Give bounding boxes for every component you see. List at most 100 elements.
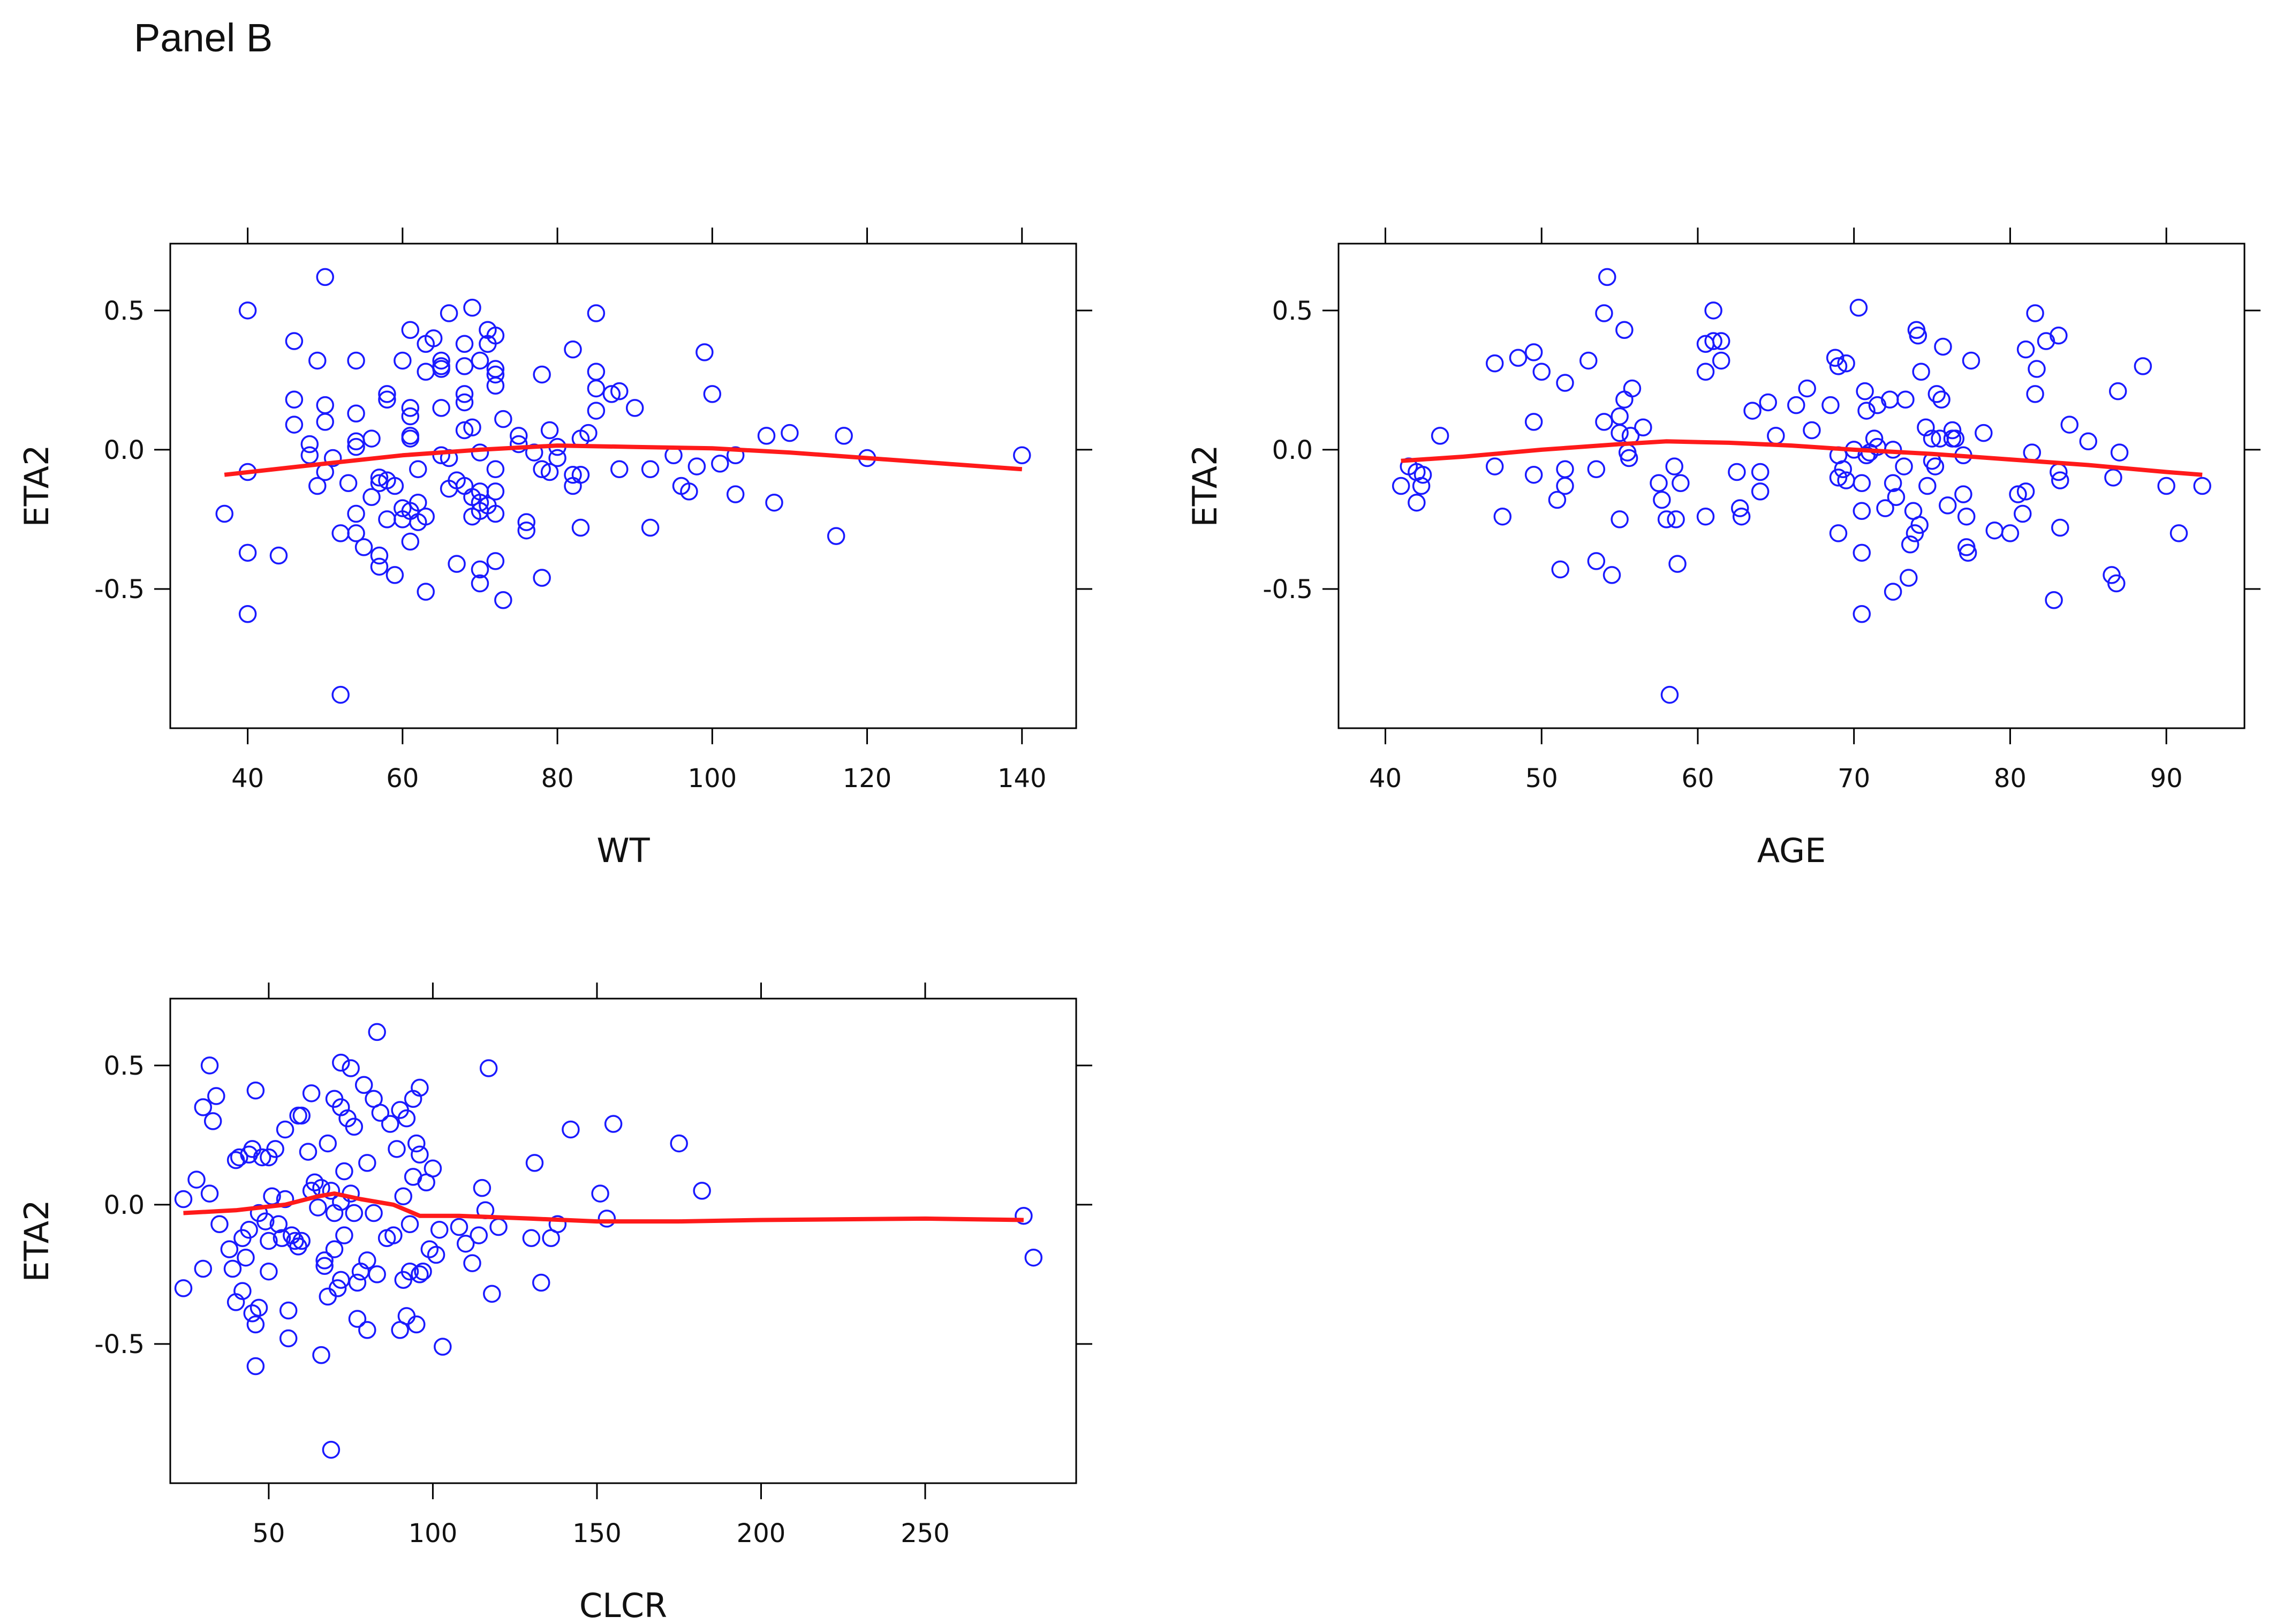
clcr-data-point [411, 1265, 429, 1283]
clcr-data-point [328, 1279, 347, 1297]
wt-data-point [641, 460, 660, 479]
clcr-smooth-line [183, 1191, 1024, 1224]
age-data-point [1954, 485, 1972, 503]
wt-data-point [765, 493, 783, 512]
clcr-data-point [479, 1059, 498, 1077]
wt-data-point [370, 546, 389, 565]
clcr-data-point [591, 1184, 609, 1203]
wt-data-point [486, 552, 505, 570]
clcr-data-point [368, 1265, 386, 1283]
age-data-point [1849, 298, 1868, 317]
clcr-data-point [279, 1329, 298, 1348]
wt-data-point [533, 460, 551, 479]
clcr-y-axis-label: ETA2 [17, 1199, 56, 1282]
age-x-tick-label: 70 [1838, 764, 1870, 794]
wt-data-point [417, 583, 435, 601]
clcr-data-point [240, 1220, 258, 1239]
wt-data-point [610, 382, 629, 401]
age-data-point [1485, 457, 1504, 475]
age-data-point [1926, 457, 1945, 475]
age-x-tick-label: 90 [2150, 764, 2183, 794]
clcr-data-point [230, 1148, 248, 1167]
wt-data-point [463, 418, 481, 437]
age-data-point [1524, 465, 1543, 484]
age-data-point [1611, 424, 1629, 442]
age-data-point [1696, 507, 1715, 526]
age-x-tick-label: 60 [1681, 764, 1714, 794]
age-data-point [1876, 499, 1894, 517]
wt-data-point [347, 524, 365, 542]
age-data-point [1732, 507, 1751, 526]
wt-data-point [300, 446, 319, 465]
clcr-data-point [200, 1184, 219, 1203]
clcr-data-point [194, 1098, 213, 1116]
age-data-point [1857, 402, 1876, 420]
wt-data-point [571, 518, 590, 537]
clcr-data-point [203, 1112, 222, 1130]
wt-data-point [401, 407, 420, 426]
clcr-data-point [174, 1279, 193, 1297]
clcr-data-point [260, 1262, 278, 1281]
age-data-point [2107, 574, 2126, 593]
age-y-tick-label: 0.0 [1272, 435, 1313, 465]
clcr-data-point [424, 1159, 442, 1178]
wt-data-point [432, 360, 450, 378]
wt-data-point [385, 477, 404, 495]
clcr-data-point [174, 1190, 193, 1208]
wt-data-point [424, 329, 443, 348]
wt-data-point [347, 351, 365, 370]
clcr-data-point [319, 1287, 337, 1306]
age-data-point [1901, 535, 1919, 554]
age-data-point [1650, 474, 1668, 493]
age-x-tick-label: 50 [1525, 764, 1558, 794]
clcr-data-point [532, 1273, 550, 1292]
clcr-data-point [256, 1212, 275, 1230]
age-data-point [2026, 304, 2044, 322]
wt-data-point [238, 301, 257, 320]
clcr-data-point [194, 1259, 213, 1278]
age-data-point [1595, 413, 1613, 431]
age-data-point [1611, 510, 1629, 528]
wt-data-point [610, 460, 629, 479]
wt-data-point [471, 493, 489, 512]
clcr-data-point [335, 1226, 353, 1244]
chart-age-vs-eta2: 40 50 60 70 80 90 -0.5 0.0 0.5 AGE ETA2 [1185, 228, 2261, 870]
age-data-point [1837, 354, 1855, 373]
clcr-data-point [562, 1120, 580, 1139]
chart-wt-vs-eta2: 40 60 80 100 120 140 -0.5 0.0 0.5 WT ETA2 [17, 228, 1092, 870]
clcr-y-tick-label: 0.0 [104, 1190, 145, 1220]
wt-data-point [471, 351, 489, 370]
wt-data-point [680, 482, 698, 501]
age-data-point [1704, 332, 1722, 350]
clcr-data-point [223, 1259, 242, 1278]
clcr-data-point [220, 1240, 239, 1258]
wt-data-point [440, 304, 458, 322]
wt-data-point [471, 443, 489, 462]
age-data-point [2001, 524, 2020, 542]
clcr-data-point [243, 1140, 262, 1158]
clcr-data-point [237, 1248, 255, 1267]
clcr-data-point [266, 1140, 284, 1158]
wt-x-tick-label: 120 [843, 764, 892, 794]
age-data-point [1834, 460, 1853, 479]
clcr-data-point [430, 1220, 449, 1239]
wt-data-point [432, 446, 450, 465]
age-data-point [1900, 569, 1918, 587]
age-data-point [1615, 390, 1634, 409]
clcr-data-point [319, 1134, 337, 1153]
clcr-x-tick-label: 250 [901, 1519, 950, 1549]
age-data-point [1959, 543, 1977, 562]
clcr-data-point [397, 1109, 416, 1128]
wt-data-point [323, 449, 342, 467]
clcr-data-point [345, 1204, 364, 1222]
clcr-data-point [548, 1215, 567, 1234]
wt-data-point [525, 443, 543, 462]
age-x-tick-label: 40 [1369, 764, 1402, 794]
wt-data-point [540, 421, 559, 440]
age-data-point [2134, 357, 2152, 375]
age-data-point [2016, 482, 2035, 501]
clcr-data-point [335, 1162, 353, 1181]
age-data-point [1853, 502, 1871, 520]
wt-data-point [308, 477, 327, 495]
wt-data-point [463, 298, 481, 317]
